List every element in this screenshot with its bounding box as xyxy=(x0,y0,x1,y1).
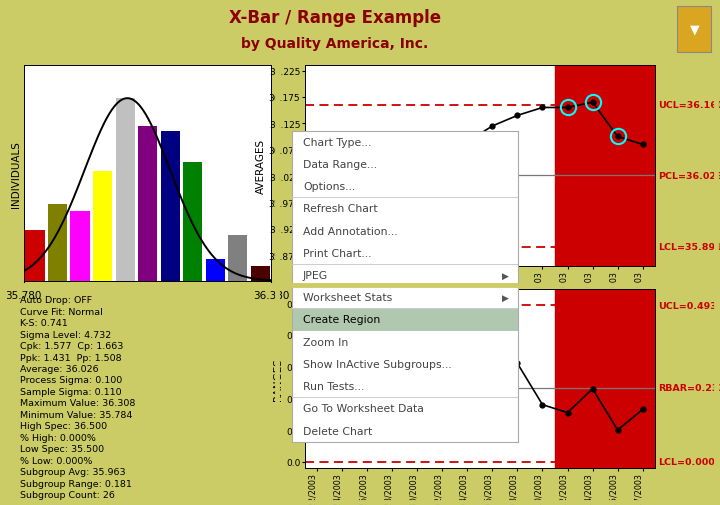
Y-axis label: AVERAGES: AVERAGES xyxy=(256,139,266,193)
Text: Add Annotation...: Add Annotation... xyxy=(303,226,397,236)
Text: by Quality America, Inc.: by Quality America, Inc. xyxy=(241,36,428,51)
Text: LCL=35.891: LCL=35.891 xyxy=(658,243,720,251)
Text: Subgroup Count: 26: Subgroup Count: 26 xyxy=(20,490,114,499)
Text: Subgroup Range: 0.181: Subgroup Range: 0.181 xyxy=(20,479,132,488)
Text: Options...: Options... xyxy=(303,182,355,192)
Text: % Low: 0.000%: % Low: 0.000% xyxy=(20,456,92,465)
Bar xyxy=(71,212,89,281)
Text: Subgroup Avg: 35.963: Subgroup Avg: 35.963 xyxy=(20,467,125,476)
Text: Maximum Value: 36.308: Maximum Value: 36.308 xyxy=(20,398,135,408)
Text: Process Sigma: 0.100: Process Sigma: 0.100 xyxy=(20,376,122,385)
Bar xyxy=(228,236,247,281)
Text: Show InActive Subgroups...: Show InActive Subgroups... xyxy=(303,359,451,369)
Text: Delete Chart: Delete Chart xyxy=(303,426,372,436)
Text: Sample Sigma: 0.110: Sample Sigma: 0.110 xyxy=(20,387,122,396)
Bar xyxy=(206,260,225,281)
Text: ▶: ▶ xyxy=(503,271,509,280)
Text: Sigma Level: 4.732: Sigma Level: 4.732 xyxy=(20,330,111,339)
Text: PCL=36.026: PCL=36.026 xyxy=(658,172,720,181)
Text: Curve Fit: Normal: Curve Fit: Normal xyxy=(20,307,102,316)
Text: Create Region: Create Region xyxy=(303,315,380,325)
Y-axis label: RANGES: RANGES xyxy=(274,358,283,400)
Text: Cpk: 1.577  Cp: 1.663: Cpk: 1.577 Cp: 1.663 xyxy=(20,341,123,350)
Text: UCL=36.160: UCL=36.160 xyxy=(658,101,720,110)
Text: RBAR=0.233: RBAR=0.233 xyxy=(658,384,720,392)
Text: Refresh Chart: Refresh Chart xyxy=(303,204,377,214)
Bar xyxy=(161,132,180,281)
Bar xyxy=(678,7,711,53)
Text: % High: 0.000%: % High: 0.000% xyxy=(20,433,96,442)
Bar xyxy=(555,66,655,266)
Y-axis label: INDIVIDUALS: INDIVIDUALS xyxy=(11,140,21,207)
Bar xyxy=(555,289,655,468)
Text: High Spec: 36.500: High Spec: 36.500 xyxy=(20,422,107,430)
Bar xyxy=(93,172,112,281)
Text: Auto Drop: OFF: Auto Drop: OFF xyxy=(20,295,92,305)
Text: ▶: ▶ xyxy=(503,293,509,302)
Text: Average: 36.026: Average: 36.026 xyxy=(20,364,99,373)
Text: Chart Type...: Chart Type... xyxy=(303,137,372,147)
Bar xyxy=(138,126,157,281)
Text: Worksheet Stats: Worksheet Stats xyxy=(303,293,392,302)
Text: Go To Worksheet Data: Go To Worksheet Data xyxy=(303,403,424,414)
Text: LCL=0.000: LCL=0.000 xyxy=(658,458,715,466)
Bar xyxy=(115,99,135,281)
Text: Low Spec: 35.500: Low Spec: 35.500 xyxy=(20,444,104,453)
Text: K-S: 0.741: K-S: 0.741 xyxy=(20,319,68,328)
Bar xyxy=(25,230,45,281)
Bar xyxy=(292,309,518,331)
Text: Minimum Value: 35.784: Minimum Value: 35.784 xyxy=(20,410,132,419)
Bar xyxy=(48,205,67,281)
Bar xyxy=(251,267,270,281)
Text: Print Chart...: Print Chart... xyxy=(303,248,372,258)
Text: Zoom In: Zoom In xyxy=(303,337,348,347)
Text: Ppk: 1.431  Pp: 1.508: Ppk: 1.431 Pp: 1.508 xyxy=(20,353,122,362)
Text: JPEG: JPEG xyxy=(303,271,328,280)
Text: UCL=0.493: UCL=0.493 xyxy=(658,301,717,310)
Text: ▼: ▼ xyxy=(690,23,699,36)
Text: Run Tests...: Run Tests... xyxy=(303,381,364,391)
Text: X-Bar / Range Example: X-Bar / Range Example xyxy=(229,9,441,27)
Bar xyxy=(183,163,202,281)
Text: Data Range...: Data Range... xyxy=(303,160,377,170)
